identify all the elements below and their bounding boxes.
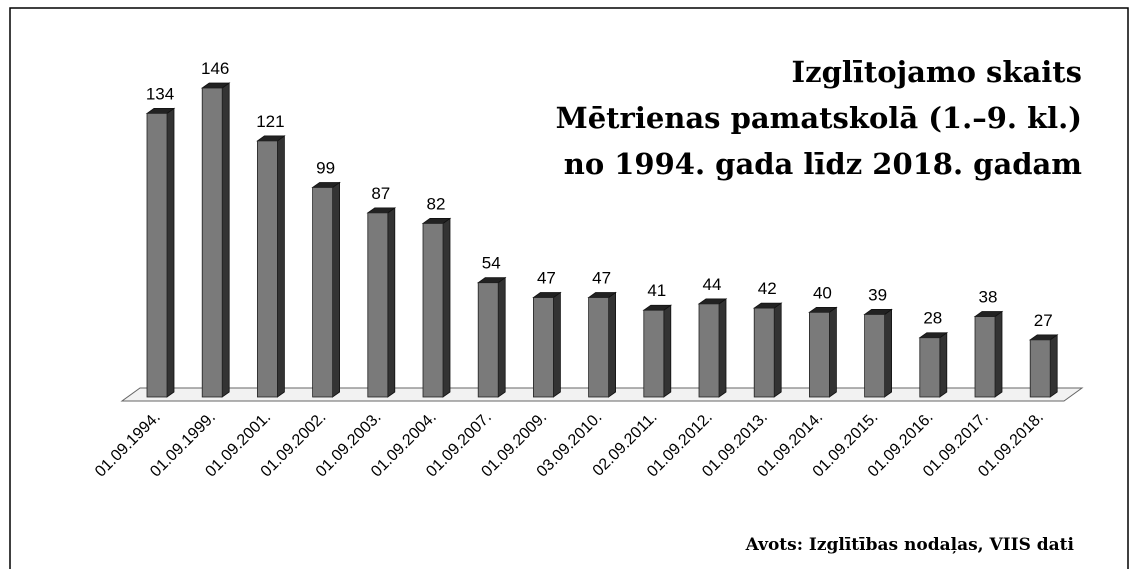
value-label: 54	[482, 254, 501, 273]
bar-side	[221, 82, 230, 398]
bar	[588, 297, 609, 398]
bar-side	[442, 217, 451, 398]
bar-side	[166, 107, 175, 398]
bar	[974, 316, 996, 398]
bar-side	[608, 291, 616, 398]
bar-side	[718, 298, 727, 398]
bar-side	[553, 291, 561, 398]
value-label: 87	[371, 184, 390, 203]
bar	[809, 311, 830, 398]
bar-side	[332, 181, 341, 398]
value-label: 47	[537, 269, 556, 288]
value-label: 82	[427, 194, 446, 213]
bar-side	[497, 276, 506, 398]
value-label: 121	[256, 112, 284, 131]
bar-side	[387, 207, 396, 398]
bar	[1029, 339, 1051, 398]
chart-title: Izglītojamo skaits	[792, 55, 1082, 89]
value-label: 47	[592, 269, 611, 288]
frame	[9, 7, 1129, 569]
bar	[643, 309, 665, 398]
bar	[477, 282, 499, 398]
bar-side	[884, 308, 892, 398]
value-label: 27	[1034, 311, 1053, 330]
bar	[201, 87, 223, 398]
bar	[864, 314, 885, 398]
bar-side	[773, 302, 782, 398]
bar-side	[1049, 334, 1058, 398]
bar	[533, 297, 554, 398]
value-label: 39	[868, 285, 887, 304]
bar	[146, 112, 168, 398]
value-label: 41	[647, 281, 666, 300]
bar	[256, 140, 278, 398]
chart-title: Mētrienas pamatskolā (1.–9. kl.)	[556, 101, 1082, 135]
bar	[422, 223, 444, 398]
value-label: 42	[758, 279, 777, 298]
bar	[753, 307, 775, 398]
bar-side	[939, 331, 948, 398]
source: Avots: Izglītības nodaļas, VIIS dati	[745, 535, 1075, 555]
value-label: 134	[146, 84, 174, 103]
bar	[919, 337, 941, 398]
value-label: 146	[201, 59, 229, 78]
value-label: 28	[923, 309, 942, 328]
bar-side	[663, 304, 672, 398]
value-label: 38	[979, 288, 998, 307]
value-label: 99	[316, 158, 335, 177]
value-label: 44	[703, 275, 722, 294]
bar	[312, 187, 334, 398]
bar-side	[994, 310, 1003, 398]
bar-side	[829, 306, 837, 398]
bar	[367, 212, 389, 398]
bar	[698, 303, 720, 398]
bar-side	[276, 135, 285, 398]
chart-title: no 1994. gada līdz 2018. gadam	[564, 147, 1083, 181]
value-label: 40	[813, 283, 832, 302]
